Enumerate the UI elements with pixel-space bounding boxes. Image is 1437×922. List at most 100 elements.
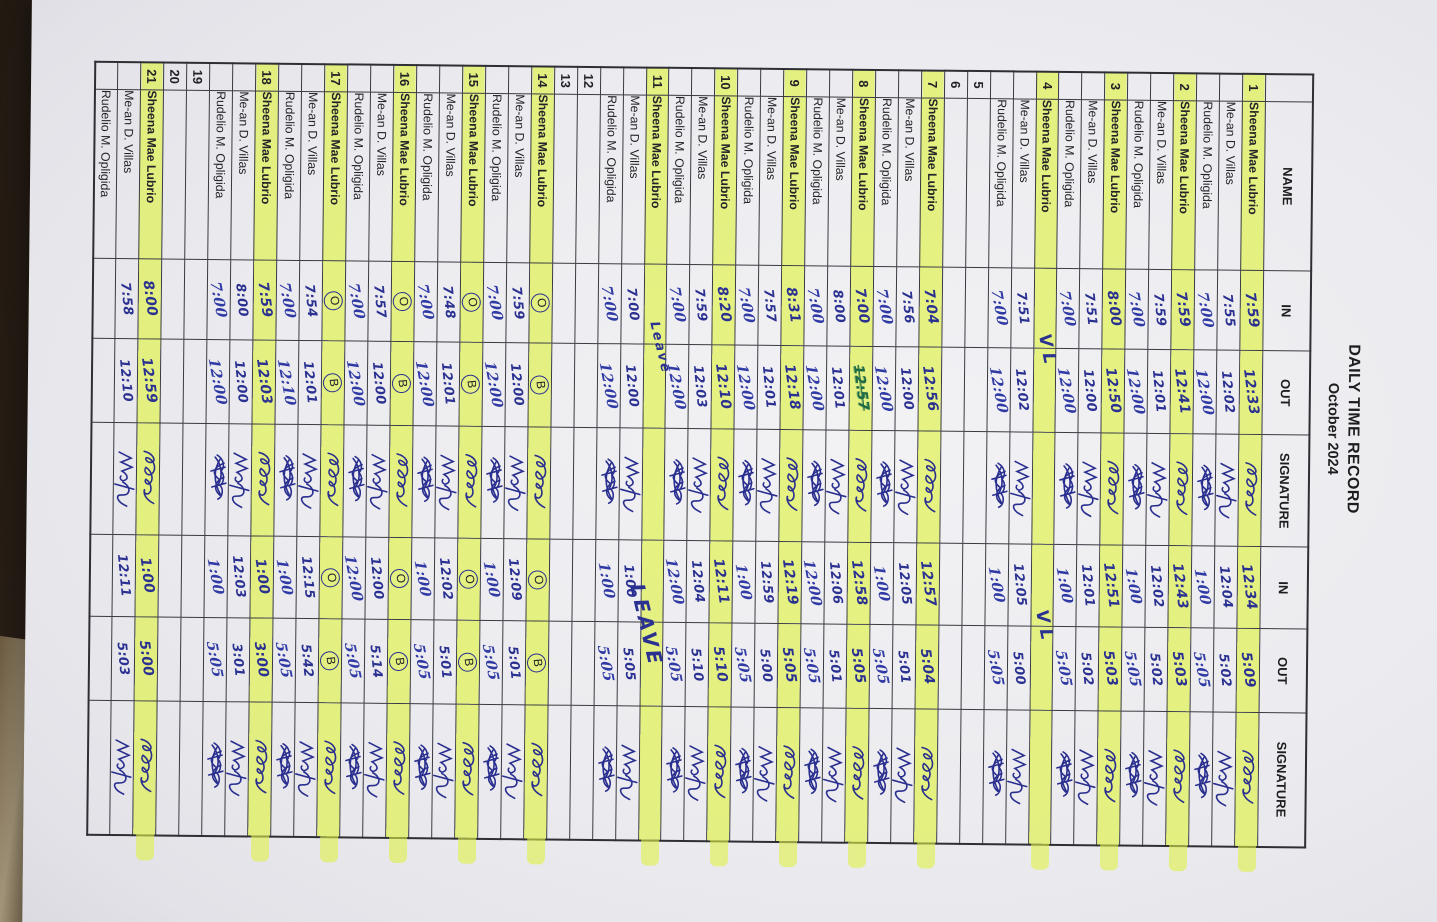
cell-am-in: 7:00 [1124, 269, 1149, 350]
handwritten-time: 5:05 [1121, 650, 1145, 688]
signature-scribble [364, 742, 385, 798]
signature-scribble [1006, 748, 1028, 805]
handwritten-time: 7:00 [1124, 290, 1149, 328]
cell-pm-signature [660, 706, 686, 841]
employee-line: 7 Sheena Mae Lubrio 7:04 12:56 12:57 5:04 [913, 70, 945, 869]
cell-pm-in: O [387, 537, 412, 620]
cell-pm-signature [1096, 710, 1122, 871]
cell-am-in: 7:00 [849, 266, 874, 347]
cell-am-signature [1008, 431, 1033, 545]
cell-pm-in: 12:15 [295, 536, 320, 619]
cell-am-in [574, 263, 599, 344]
cell-am-out [91, 338, 115, 423]
cell-am-in: O [321, 260, 346, 341]
handwritten-time: 5:05 [410, 643, 434, 681]
cell-pm-out: 5:05 [731, 622, 755, 708]
handwritten-time: 5:05 [847, 647, 869, 686]
signature-scribble [229, 451, 250, 508]
cell-pm-in: 1:00 [410, 537, 435, 620]
cell-pm-in: 12:00 [662, 540, 688, 623]
cell-am-signature [411, 425, 436, 538]
handwritten-time: 12:06 [826, 561, 846, 606]
handwritten-time: O [323, 290, 345, 312]
handwritten-time: 12:00 [507, 362, 527, 407]
cell-pm-out: B [387, 619, 411, 704]
row-number [508, 66, 532, 94]
highlighter-overrun [1099, 843, 1119, 871]
cell-pm-out: 5:05 [203, 617, 227, 702]
handwritten-time: B [460, 373, 482, 395]
handwritten-time: 12:33 [1239, 368, 1262, 417]
cell-pm-out [961, 625, 985, 710]
cell-am-in: O [528, 262, 553, 344]
cell-pm-signature [293, 702, 319, 837]
cell-am-in: 7:00 [1193, 269, 1218, 351]
highlighter-overrun [457, 837, 477, 864]
cell-am-signature [1031, 432, 1055, 545]
cell-am-in: 7:00 [987, 267, 1012, 348]
signature-scribble [393, 741, 406, 796]
signature-scribble [873, 749, 890, 796]
cell-pm-out: 5:01 [433, 619, 457, 705]
handwritten-time: 7:00 [206, 281, 231, 319]
employee-line: 21 Sheena Mae Lubrio 8:00 12:59 1:00 5:00 [132, 62, 164, 860]
cell-pm-in: 1:00 [984, 543, 1009, 626]
employee-line: Rudelio M. Opligida 7:00 12:00 1:00 5:05 [201, 62, 233, 836]
cell-pm-out: B [318, 618, 342, 703]
signature-scribble [324, 740, 337, 795]
cell-pm-signature [592, 705, 618, 840]
employee-line: Rudelio M. Opligida 7:00 12:00 1:00 5:05 [592, 67, 624, 840]
row-number [668, 67, 692, 96]
cell-am-out: 12:56 [917, 346, 942, 432]
signature-scribble [601, 457, 618, 504]
row-number [990, 71, 1014, 99]
cell-employee-name: Me-an D. Villas [437, 92, 463, 263]
row-number: 20 [163, 62, 187, 91]
cell-am-in: 7:48 [436, 261, 461, 343]
row-number [232, 63, 256, 91]
cell-pm-signature [523, 704, 549, 865]
cell-employee-name: Me-an D. Villas [621, 94, 647, 265]
cell-pm-out: 5:00 [1007, 625, 1031, 711]
row-number: 9 [783, 69, 807, 97]
cell-employee-name: Sheena Mae Lubrio [138, 89, 164, 260]
handwritten-time: 1:00 [1190, 568, 1215, 606]
handwritten-time: 7:00 [275, 281, 300, 319]
cell-employee-name: Sheena Mae Lubrio [1034, 99, 1059, 269]
handwritten-time: B [529, 374, 551, 396]
handwritten-time: 5:01 [894, 649, 914, 685]
handwritten-time: 7:59 [508, 285, 527, 321]
signature-scribble [348, 455, 365, 501]
handwritten-time: 12:04 [688, 559, 708, 604]
cell-pm-signature [638, 706, 663, 866]
employee-line: 10 Sheena Mae Lubrio 8:20 12:10 12:11 5:10 [706, 68, 738, 866]
handwritten-time: 1:00 [1121, 567, 1146, 605]
handwritten-time: 7:00 [1193, 291, 1218, 329]
cell-am-signature [824, 429, 849, 543]
handwritten-time: 7:58 [117, 281, 136, 317]
cell-pm-in: 1:00 [479, 538, 504, 621]
cell-am-out: 12:00 [1192, 349, 1218, 435]
cell-pm-in: 1:00 [869, 542, 894, 625]
signature-scribble [1147, 461, 1168, 518]
cell-am-in: 8:31 [780, 265, 805, 346]
cell-am-in: 7:59 [688, 264, 713, 345]
handwritten-time: 12:01 [759, 365, 779, 410]
cell-am-in: 7:00 [734, 265, 759, 346]
handwritten-time: 7:59 [254, 281, 276, 319]
cell-employee-name: Sheena Mae Lubrio [850, 97, 876, 267]
cell-am-out: 12:01 [825, 345, 850, 431]
cell-pm-sig [959, 709, 985, 844]
employee-line: Rudelio M. Opligida 7:00 12:00 1:00 5:05 [982, 71, 1014, 844]
cell-am-signature [112, 422, 138, 535]
cell-am-in: 8:00 [229, 259, 254, 340]
cell-am-in: Leave [643, 264, 673, 375]
cell-employee-name: Me-an D. Villas [1148, 100, 1174, 270]
handwritten-time: 5:03 [1099, 650, 1121, 688]
employee-line: Me-an D. Villas 7:58 12:10 12:11 5:03 [109, 62, 141, 835]
signature-scribble [345, 743, 362, 790]
cell-employee-name: Me-an D. Villas [689, 95, 715, 265]
cell-pm-signature [477, 704, 503, 839]
employee-line: Me-an D. Villas 7:48 12:01 12:02 5:01 [431, 65, 463, 839]
daily-time-record-table: NAME IN OUT SIGNATURE IN OUT SIGNATURE 1… [86, 60, 1315, 872]
